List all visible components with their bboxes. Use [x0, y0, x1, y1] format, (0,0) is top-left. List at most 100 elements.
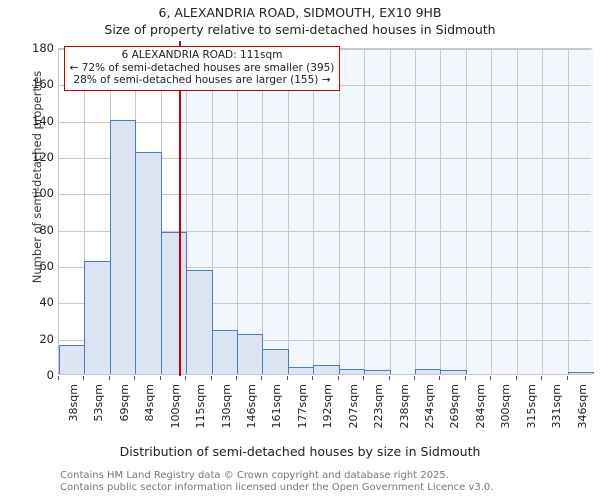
- page-title: 6, ALEXANDRIA ROAD, SIDMOUTH, EX10 9HB: [158, 5, 442, 20]
- gridline-x-53sqm: [84, 49, 85, 374]
- bar-69sqm: [110, 119, 136, 374]
- x-tickmark-53sqm: [83, 376, 84, 380]
- x-tickmark-84sqm: [134, 376, 135, 380]
- x-tick-300sqm: 300sqm: [499, 384, 512, 429]
- chart-title-block: 6, ALEXANDRIA ROAD, SIDMOUTH, EX10 9HB S…: [0, 4, 600, 38]
- x-tick-331sqm: 331sqm: [550, 384, 563, 429]
- y-tick-120: 120: [32, 150, 54, 164]
- x-tick-177sqm: 177sqm: [296, 384, 309, 429]
- x-tickmark-331sqm: [541, 376, 542, 380]
- gridline-x-130sqm: [212, 49, 213, 374]
- bar-223sqm: [364, 370, 391, 374]
- bar-115sqm: [186, 270, 213, 374]
- x-tickmark-346sqm: [567, 376, 568, 380]
- property-size-marker-line: [179, 41, 182, 376]
- bar-254sqm: [415, 368, 441, 374]
- y-tick-40: 40: [39, 295, 54, 310]
- gridline-x-284sqm: [466, 49, 467, 374]
- annotation-line-smaller: ← 72% of semi-detached houses are smalle…: [69, 61, 335, 74]
- gridline-x-177sqm: [288, 49, 289, 374]
- annotation-line-title: 6 ALEXANDRIA ROAD: 111sqm: [121, 49, 283, 61]
- gridline-x-269sqm: [440, 49, 441, 374]
- gridline-y-20: [59, 339, 591, 341]
- y-tick-80: 80: [39, 222, 54, 237]
- bar-38sqm: [59, 344, 85, 374]
- x-tick-223sqm: 223sqm: [372, 384, 385, 429]
- x-tick-146sqm: 146sqm: [245, 384, 258, 429]
- x-tick-161sqm: 161sqm: [270, 384, 283, 429]
- x-tick-100sqm: 100sqm: [169, 384, 182, 429]
- gridline-y-100: [59, 194, 591, 196]
- gridline-x-331sqm: [542, 49, 543, 374]
- gridline-x-300sqm: [491, 49, 492, 374]
- gridline-y-140: [59, 121, 591, 123]
- bar-161sqm: [262, 348, 289, 374]
- gridline-y-60: [59, 267, 591, 268]
- gridline-x-315sqm: [517, 49, 518, 374]
- x-tickmark-223sqm: [363, 376, 364, 380]
- footer-line-2: Contains public sector information licen…: [60, 482, 494, 493]
- larger-region-shading: [179, 49, 593, 374]
- y-tick-160: 160: [32, 77, 54, 92]
- x-tickmark-315sqm: [516, 376, 517, 380]
- bar-177sqm: [288, 366, 314, 374]
- x-tick-254sqm: 254sqm: [423, 384, 436, 429]
- bar-269sqm: [440, 370, 467, 374]
- x-tickmark-146sqm: [236, 376, 237, 380]
- gridline-x-254sqm: [415, 49, 416, 374]
- annotation-line-larger: 28% of semi-detached houses are larger (…: [73, 74, 331, 86]
- x-tick-84sqm: 84sqm: [143, 384, 156, 422]
- gridline-x-238sqm: [390, 49, 391, 374]
- bar-346sqm: [568, 372, 594, 374]
- x-tickmark-269sqm: [439, 376, 440, 380]
- x-tickmark-161sqm: [261, 376, 262, 380]
- gridline-x-161sqm: [262, 49, 263, 374]
- x-tick-69sqm: 69sqm: [118, 384, 131, 422]
- x-tickmark-192sqm: [312, 376, 313, 380]
- x-tick-115sqm: 115sqm: [194, 384, 207, 429]
- y-tick-60: 60: [39, 259, 54, 273]
- x-tickmark-38sqm: [58, 376, 59, 380]
- y-tick-180: 180: [32, 41, 54, 55]
- gridline-y-80: [59, 230, 591, 232]
- x-tick-315sqm: 315sqm: [525, 384, 538, 429]
- x-tickmark-69sqm: [109, 376, 110, 380]
- x-tickmark-207sqm: [338, 376, 339, 380]
- bar-192sqm: [313, 364, 340, 374]
- x-tick-53sqm: 53sqm: [92, 384, 105, 422]
- gridline-y-120: [59, 158, 591, 159]
- bar-146sqm: [237, 334, 263, 374]
- chart-subtitle: Size of property relative to semi-detach…: [104, 22, 496, 37]
- x-tickmark-300sqm: [490, 376, 491, 380]
- x-tick-238sqm: 238sqm: [398, 384, 411, 429]
- gridline-x-192sqm: [313, 49, 314, 374]
- gridline-x-115sqm: [186, 49, 187, 374]
- x-tick-346sqm: 346sqm: [576, 384, 589, 429]
- bar-100sqm: [161, 232, 187, 374]
- x-tickmark-130sqm: [211, 376, 212, 380]
- y-tick-100: 100: [32, 186, 54, 201]
- bar-84sqm: [135, 152, 162, 374]
- x-tickmark-115sqm: [185, 376, 186, 380]
- x-tick-284sqm: 284sqm: [474, 384, 487, 429]
- gridline-x-223sqm: [364, 49, 365, 374]
- gridline-x-346sqm: [568, 49, 569, 374]
- y-tick-140: 140: [32, 113, 54, 128]
- footer-line-1: Contains HM Land Registry data © Crown c…: [60, 470, 449, 481]
- x-tickmark-238sqm: [389, 376, 390, 380]
- x-tickmark-177sqm: [287, 376, 288, 380]
- bar-207sqm: [339, 368, 365, 374]
- x-tickmark-254sqm: [414, 376, 415, 380]
- plot-area: [58, 41, 594, 376]
- gridline-x-146sqm: [237, 49, 238, 374]
- x-tick-207sqm: 207sqm: [347, 384, 360, 429]
- y-tick-0: 0: [46, 368, 54, 382]
- gridline-y-40: [59, 303, 591, 305]
- attribution-footer: Contains HM Land Registry data © Crown c…: [60, 470, 493, 494]
- x-axis-title: Distribution of semi-detached houses by …: [119, 444, 481, 459]
- bar-53sqm: [84, 261, 111, 374]
- y-tick-20: 20: [39, 331, 54, 346]
- x-tick-269sqm: 269sqm: [448, 384, 461, 429]
- y-axis-tick-labels: 0 20 40 60 80 100 120 140 160 180: [0, 41, 54, 382]
